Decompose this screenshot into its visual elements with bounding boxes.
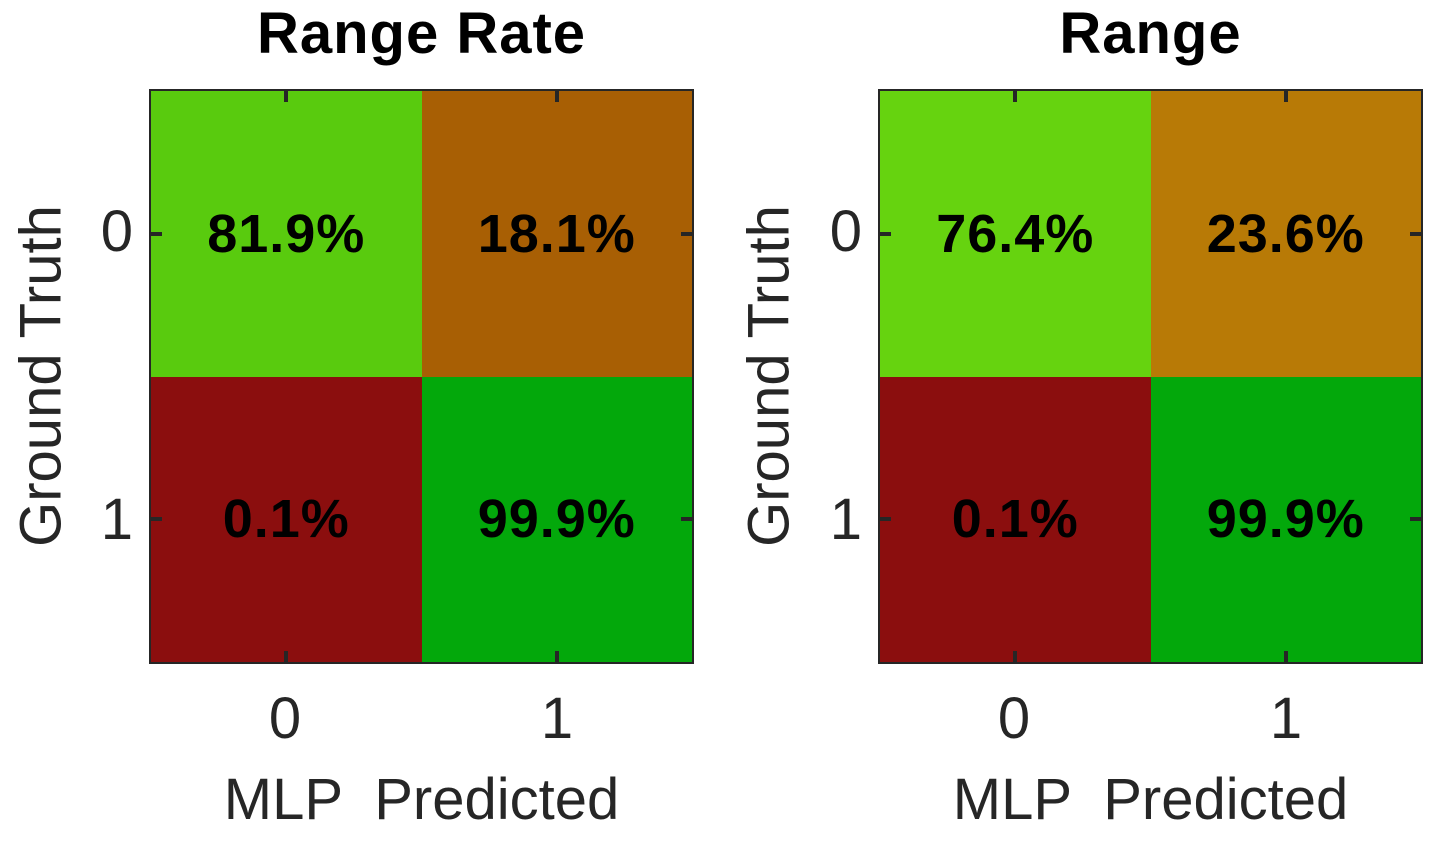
chart-title: Range — [1059, 1, 1242, 66]
x-tick-label-1: 1 — [1269, 686, 1303, 751]
cell-value: 99.9% — [1206, 489, 1365, 550]
x-tick-mark — [284, 91, 289, 102]
x-axis-label: MLP Predicted — [223, 767, 620, 832]
cell-value: 0.1% — [951, 489, 1079, 550]
y-tick-mark — [1410, 231, 1421, 236]
y-tick-label-0: 0 — [829, 199, 862, 264]
cell-value: 23.6% — [1206, 203, 1365, 264]
x-tick-mark — [554, 91, 559, 102]
x-tick-mark — [1013, 651, 1018, 662]
cell-gt0-pred1: 23.6% — [1150, 91, 1421, 377]
cell-value: 81.9% — [207, 203, 366, 264]
cell-value: 0.1% — [222, 489, 350, 550]
x-tick-mark — [1283, 91, 1288, 102]
y-tick-mark — [151, 231, 162, 236]
plot-area: 76.4% 23.6% 0.1% 99.9% — [878, 89, 1423, 664]
x-axis-label: MLP Predicted — [952, 767, 1349, 832]
y-tick-label-0: 0 — [100, 199, 133, 264]
y-axis-label: Ground Truth — [8, 205, 74, 547]
y-tick-mark — [880, 231, 891, 236]
cell-gt0-pred1: 18.1% — [421, 91, 692, 377]
y-tick-label-1: 1 — [829, 487, 862, 552]
y-tick-mark — [880, 517, 891, 522]
y-axis-label: Ground Truth — [736, 205, 802, 547]
x-tick-label-0: 0 — [268, 686, 302, 751]
cell-value: 76.4% — [936, 203, 1095, 264]
cell-gt1-pred0: 0.1% — [151, 376, 422, 662]
plot-area: 81.9% 18.1% 0.1% 99.9% — [149, 89, 694, 664]
cell-gt1-pred0: 0.1% — [880, 376, 1151, 662]
y-tick-mark — [151, 517, 162, 522]
x-tick-label-1: 1 — [540, 686, 574, 751]
chart-title: Range Rate — [256, 1, 587, 66]
cell-gt1-pred1: 99.9% — [421, 376, 692, 662]
x-tick-mark — [284, 651, 289, 662]
y-tick-mark — [1410, 517, 1421, 522]
cell-gt1-pred1: 99.9% — [1150, 376, 1421, 662]
cell-gt0-pred0: 81.9% — [151, 91, 422, 377]
y-tick-mark — [681, 517, 692, 522]
x-tick-label-0: 0 — [997, 686, 1031, 751]
cell-gt0-pred0: 76.4% — [880, 91, 1151, 377]
x-tick-mark — [554, 651, 559, 662]
y-tick-mark — [681, 231, 692, 236]
cell-value: 18.1% — [477, 203, 636, 264]
x-tick-mark — [1013, 91, 1018, 102]
x-tick-mark — [1283, 651, 1288, 662]
cell-value: 99.9% — [477, 489, 636, 550]
y-tick-label-1: 1 — [100, 487, 133, 552]
